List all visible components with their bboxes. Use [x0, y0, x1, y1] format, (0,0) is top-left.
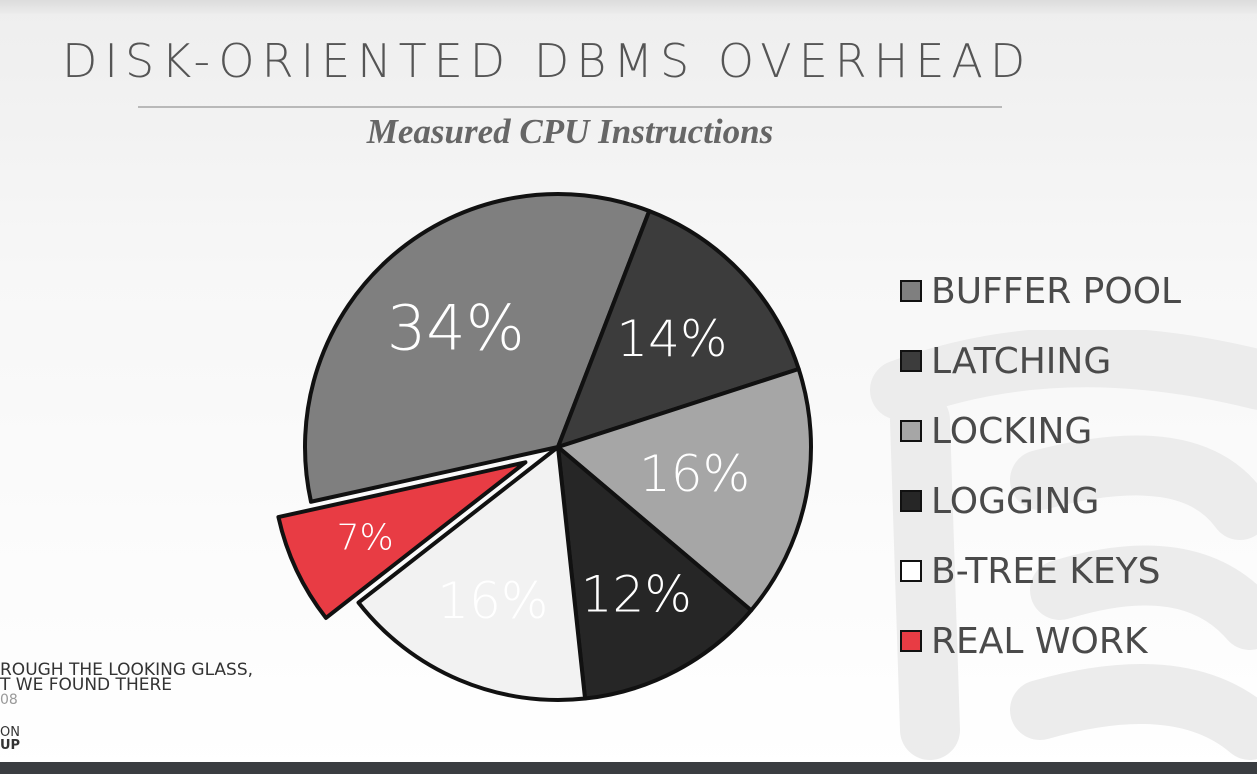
pie-label-b-tree-keys: 16%	[437, 572, 548, 630]
legend-label: REAL WORK	[931, 620, 1148, 662]
chart-legend: BUFFER POOL LATCHING LOCKING LOGGING B-T…	[900, 256, 1181, 676]
legend-item-logging: LOGGING	[900, 466, 1181, 536]
pie-labels: 34% 14% 16% 12% 16% 7%	[337, 292, 750, 630]
pie-slice-b-tree-keys	[356, 445, 588, 702]
pie-slice-real-work	[276, 460, 528, 620]
legend-label: B-TREE KEYS	[931, 550, 1161, 592]
pie-slice-buffer-pool	[303, 192, 652, 504]
org-line: UP	[0, 738, 21, 753]
pie-label-real-work: 7%	[337, 517, 394, 558]
org-line: ON	[0, 725, 20, 740]
pie-slices	[276, 192, 813, 702]
legend-item-latching: LATCHING	[900, 326, 1181, 396]
legend-label: LATCHING	[931, 340, 1112, 382]
legend-swatch-btree-keys	[900, 560, 922, 582]
legend-item-real-work: REAL WORK	[900, 606, 1181, 676]
pie-label-locking: 16%	[639, 445, 750, 503]
title-rule	[138, 106, 1002, 108]
legend-item-locking: LOCKING	[900, 396, 1181, 466]
pie-label-latching: 14%	[616, 310, 727, 368]
legend-label: BUFFER POOL	[931, 270, 1182, 312]
org-label: ON UP	[0, 726, 20, 752]
legend-swatch-buffer-pool	[900, 280, 922, 302]
citation-line: T WE FOUND THERE	[0, 675, 173, 695]
citation-line: ROUGH THE LOOKING GLASS,	[0, 660, 254, 680]
legend-label: LOGGING	[931, 480, 1100, 522]
citation: ROUGH THE LOOKING GLASS, T WE FOUND THER…	[0, 660, 254, 708]
legend-item-btree-keys: B-TREE KEYS	[900, 536, 1181, 606]
pie-slice-logging	[556, 445, 754, 701]
database-logo-watermark	[870, 330, 1257, 760]
chart-subtitle: Measured CPU Instructions	[366, 112, 774, 151]
legend-swatch-latching	[900, 350, 922, 372]
legend-label: LOCKING	[931, 410, 1093, 452]
legend-swatch-real-work	[900, 630, 922, 652]
legend-item-buffer-pool: BUFFER POOL	[900, 256, 1181, 326]
bottom-bar	[0, 762, 1257, 774]
top-bar	[0, 0, 1257, 14]
pie-label-buffer-pool: 34%	[387, 292, 525, 365]
slide-title: DISK-ORIENTED DBMS OVERHEAD	[62, 34, 1033, 88]
legend-swatch-logging	[900, 490, 922, 512]
pie-slice-locking	[556, 367, 813, 613]
citation-year: 08	[0, 692, 18, 708]
legend-swatch-locking	[900, 420, 922, 442]
pie-label-logging: 12%	[581, 565, 692, 623]
